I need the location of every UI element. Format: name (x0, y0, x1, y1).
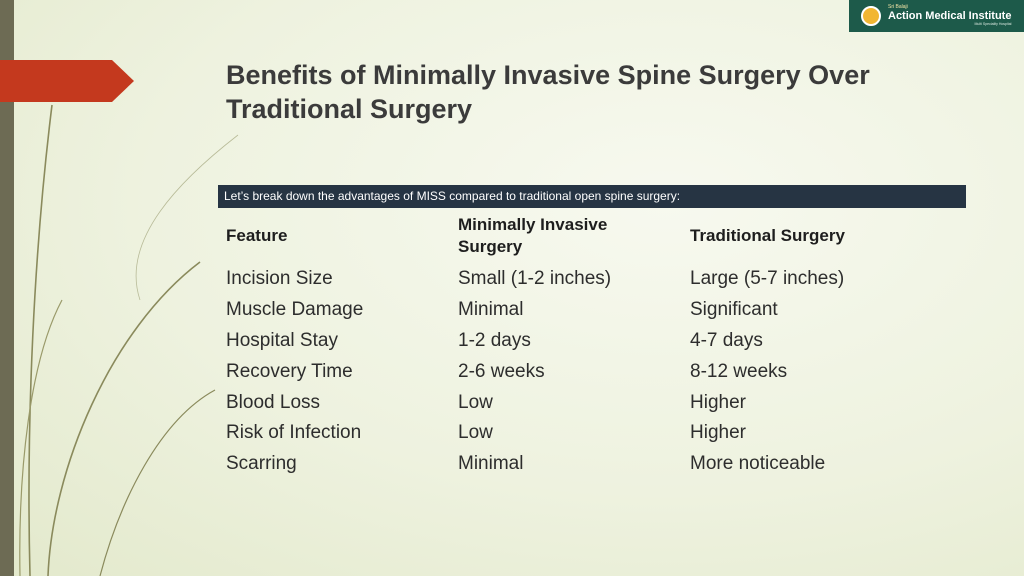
logo: Sri Balaji Action Medical Institute Mult… (849, 0, 1024, 32)
cell-traditional: 8-12 weeks (690, 360, 788, 382)
cell-feature: Muscle Damage (226, 299, 364, 321)
cell-miss: 1-2 days (458, 329, 531, 351)
cell-feature: Recovery Time (226, 360, 353, 382)
cell-feature: Risk of Infection (226, 422, 362, 444)
intro-banner: Let’s break down the advantages of MISS … (218, 185, 966, 208)
cell-miss: Small (1-2 inches) (458, 268, 612, 290)
cell-miss: 2-6 weeks (458, 360, 545, 382)
logo-tagline: Multi Speciality Hospital (974, 22, 1012, 27)
table-row: Blood Loss Low Higher (226, 387, 946, 418)
cell-traditional: More noticeable (690, 453, 826, 475)
cell-feature: Scarring (226, 453, 297, 475)
cell-feature: Incision Size (226, 268, 333, 290)
table-row: Muscle Damage Minimal Significant (226, 295, 946, 326)
table-row: Incision Size Small (1-2 inches) Large (… (226, 264, 946, 295)
logo-text: Sri Balaji Action Medical Institute Mult… (888, 5, 1011, 27)
cell-miss: Minimal (458, 453, 524, 475)
cell-traditional: Higher (690, 391, 746, 413)
header-feature: Feature (226, 226, 288, 245)
cell-feature: Hospital Stay (226, 329, 338, 351)
header-traditional: Traditional Surgery (690, 226, 845, 245)
comparison-table: Feature Minimally Invasive Surgery Tradi… (226, 212, 946, 480)
logo-small-text: Sri Balaji (888, 4, 908, 11)
table-row: Risk of Infection Low Higher (226, 418, 946, 449)
cell-miss: Low (458, 391, 493, 413)
logo-emblem-icon (861, 6, 881, 26)
table-header-row: Feature Minimally Invasive Surgery Tradi… (226, 212, 946, 260)
accent-arrow-shape (0, 60, 134, 102)
header-minimally-invasive: Minimally Invasive Surgery (458, 215, 608, 256)
logo-name: Action Medical Institute (888, 10, 1012, 23)
cell-traditional: Large (5-7 inches) (690, 268, 845, 290)
table-row: Hospital Stay 1-2 days 4-7 days (226, 326, 946, 357)
cell-feature: Blood Loss (226, 391, 321, 413)
slide-title: Benefits of Minimally Invasive Spine Sur… (226, 60, 870, 124)
cell-traditional: Significant (690, 299, 778, 321)
table-row: Recovery Time 2-6 weeks 8-12 weeks (226, 356, 946, 387)
cell-miss: Low (458, 422, 493, 444)
table-row: Scarring Minimal More noticeable (226, 449, 946, 480)
cell-traditional: Higher (690, 422, 746, 444)
decorative-stems (19, 104, 239, 576)
left-decorative-bar (0, 0, 14, 576)
cell-traditional: 4-7 days (690, 329, 763, 351)
cell-miss: Minimal (458, 299, 524, 321)
